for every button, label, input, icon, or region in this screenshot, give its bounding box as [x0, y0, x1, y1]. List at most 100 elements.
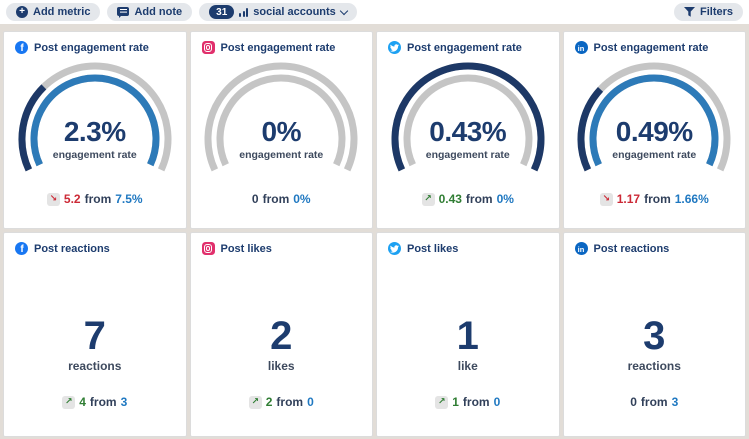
gauge-chart: 0% engagement rate [191, 59, 371, 181]
filters-label: Filters [699, 6, 733, 18]
change-row: ↗ 0.43 from 0% [377, 192, 559, 206]
change-delta: 4 [79, 395, 86, 409]
gauge-center: 2.3% engagement rate [5, 116, 185, 162]
card-header: Post engagement rate [377, 32, 559, 57]
card-linkedin-engagement-rate: Post engagement rate 0.49% engagement ra… [562, 31, 746, 229]
social-accounts-dropdown[interactable]: 31 social accounts [199, 3, 357, 21]
card-header: Post reactions [4, 233, 186, 258]
change-row: ↘ 5.2 from 7.5% [4, 192, 186, 206]
metric-value-label: engagement rate [425, 149, 510, 161]
funnel-icon [683, 7, 695, 17]
change-delta: 0 [251, 192, 259, 206]
change-row: ↗ 2 from 0 [248, 395, 314, 409]
metric-value-label: engagement rate [239, 149, 324, 161]
add-note-button[interactable]: Add note [107, 3, 193, 21]
change-previous-value: 3 [120, 395, 128, 409]
change-previous-value: 0 [307, 395, 314, 409]
metric-value-label: like [457, 359, 478, 373]
change-from-word: from [276, 395, 304, 409]
card-header: Post engagement rate [564, 32, 746, 57]
change-from-word: from [644, 192, 671, 206]
change-row: ↗ 1 from 0 [435, 395, 500, 409]
metric-body: 3 reactions 0 from 3 [564, 258, 746, 436]
gauge-arc [564, 59, 744, 181]
metric-value-label: likes [267, 359, 295, 373]
change-row: ↘ 1.17 from 1.66% [564, 192, 746, 206]
trend-down-icon: ↘ [599, 192, 613, 206]
accounts-label: social accounts [253, 6, 336, 18]
card-facebook-engagement-rate: Post engagement rate 2.3% engagement rat… [3, 31, 187, 229]
change-delta: 0 [630, 395, 637, 409]
card-title: Post engagement rate [34, 41, 149, 54]
card-title: Post engagement rate [407, 41, 522, 54]
gauge-chart: 2.3% engagement rate [5, 59, 185, 181]
metric-value: 2.3% [63, 116, 126, 147]
change-delta: 0.43 [438, 192, 462, 206]
metric-value: 0.43% [429, 116, 507, 147]
add-metric-label: Add metric [33, 6, 91, 18]
change-row: 0 from 0% [191, 192, 373, 206]
change-from-word: from [462, 395, 490, 409]
metric-body: 7 reactions ↗ 4 from 3 [4, 258, 186, 436]
change-delta: 5.2 [63, 192, 81, 206]
metric-value: 0.49% [615, 116, 693, 147]
gauge-arc [378, 59, 558, 181]
accounts-count-badge: 31 [209, 5, 235, 19]
metric-value: 3 [643, 314, 666, 358]
metric-value: 7 [83, 314, 106, 358]
change-previous-value: 0% [293, 192, 311, 206]
change-row: ↗ 4 from 3 [62, 395, 127, 409]
trend-up-icon: ↗ [421, 192, 435, 206]
twitter-icon [388, 242, 401, 255]
metric-value: 0% [261, 116, 302, 147]
trend-up-icon: ↗ [435, 395, 449, 409]
add-note-label: Add note [134, 6, 183, 18]
change-delta: 1 [452, 395, 459, 409]
trend-down-icon: ↘ [46, 192, 60, 206]
change-previous-value: 1.66% [674, 192, 709, 206]
card-instagram-post-likes: Post likes 2 likes ↗ 2 from 0 [189, 232, 373, 437]
toolbar: Add metric Add note 31 social accounts F… [0, 0, 749, 24]
change-previous-value: 0 [493, 395, 501, 409]
change-delta: 2 [265, 395, 273, 409]
linkedin-icon [574, 41, 588, 55]
gauge-arc [191, 59, 371, 181]
gauge-center: 0.43% engagement rate [378, 116, 558, 162]
gauge-center: 0.49% engagement rate [564, 116, 744, 162]
facebook-icon [15, 41, 28, 55]
instagram-icon [201, 242, 215, 255]
metric-body: 2 likes ↗ 2 from 0 [191, 258, 373, 436]
change-from-word: from [89, 395, 117, 409]
add-metric-button[interactable]: Add metric [6, 3, 101, 21]
change-previous-value: 0% [496, 192, 514, 206]
card-instagram-engagement-rate: Post engagement rate 0% engagement rate … [189, 31, 373, 229]
card-header: Post likes [377, 233, 559, 258]
change-previous-value: 3 [671, 395, 679, 409]
card-title: Post likes [220, 242, 272, 255]
plus-circle-icon [16, 6, 28, 18]
linkedin-icon [574, 242, 588, 256]
metric-value-label: reactions [627, 359, 681, 373]
metric-body: 1 like ↗ 1 from 0 [377, 258, 559, 436]
change-row: 0 from 3 [630, 395, 678, 409]
metric-value-label: engagement rate [612, 149, 697, 161]
card-header: Post engagement rate [4, 32, 186, 57]
card-title: Post reactions [34, 242, 110, 255]
card-twitter-engagement-rate: Post engagement rate 0.43% engagement ra… [376, 31, 560, 229]
metric-value-label: reactions [68, 359, 122, 373]
card-twitter-post-likes: Post likes 1 like ↗ 1 from 0 [376, 232, 560, 437]
gauge-chart: 0.49% engagement rate [564, 59, 744, 181]
gauge-chart: 0.43% engagement rate [378, 59, 558, 181]
gauge-center: 0% engagement rate [191, 116, 371, 162]
metrics-grid: Post engagement rate 2.3% engagement rat… [0, 24, 749, 437]
card-title: Post engagement rate [220, 41, 336, 54]
change-delta: 1.17 [616, 192, 641, 206]
change-from-word: from [84, 192, 112, 206]
metric-value-label: engagement rate [52, 149, 137, 161]
card-header: Post reactions [564, 233, 746, 258]
chevron-down-icon [339, 6, 349, 15]
twitter-icon [388, 41, 401, 54]
filters-button[interactable]: Filters [673, 3, 743, 21]
note-icon [117, 6, 130, 18]
